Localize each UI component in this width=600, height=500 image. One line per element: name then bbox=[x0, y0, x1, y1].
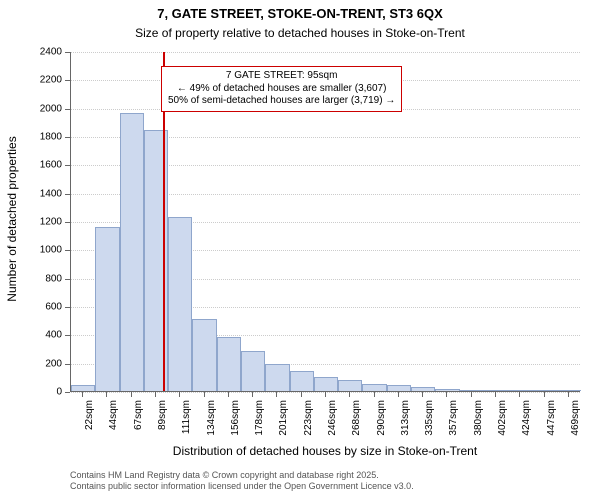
gridline bbox=[71, 52, 580, 53]
annotation-line1: 7 GATE STREET: 95sqm bbox=[168, 70, 395, 83]
y-tick-label: 800 bbox=[0, 273, 62, 284]
histogram-bar bbox=[290, 371, 314, 391]
footer-line2: Contains public sector information licen… bbox=[70, 481, 414, 492]
y-tick-label: 600 bbox=[0, 302, 62, 313]
plot-area: 7 GATE STREET: 95sqm ← 49% of detached h… bbox=[70, 52, 580, 392]
histogram-bar bbox=[314, 377, 338, 391]
histogram-bar bbox=[411, 387, 435, 391]
histogram-bar bbox=[217, 337, 241, 391]
x-tick-label: 469sqm bbox=[570, 400, 581, 450]
x-tick-label: 67sqm bbox=[133, 400, 144, 450]
x-tick-label: 402sqm bbox=[497, 400, 508, 450]
histogram-bar bbox=[362, 384, 386, 391]
y-tick-label: 2200 bbox=[0, 75, 62, 86]
annotation-line3: 50% of semi-detached houses are larger (… bbox=[168, 95, 395, 108]
histogram-bar bbox=[387, 385, 411, 391]
histogram-bar bbox=[192, 319, 216, 391]
x-tick-label: 313sqm bbox=[400, 400, 411, 450]
histogram-bar bbox=[168, 217, 192, 391]
histogram-bar bbox=[241, 351, 265, 391]
x-tick-label: 424sqm bbox=[521, 400, 532, 450]
annotation-line2: ← 49% of detached houses are smaller (3,… bbox=[168, 83, 395, 96]
y-tick-label: 2400 bbox=[0, 47, 62, 58]
x-tick-label: 380sqm bbox=[473, 400, 484, 450]
y-tick-label: 1800 bbox=[0, 132, 62, 143]
histogram-bar bbox=[532, 390, 556, 391]
chart-subtitle: Size of property relative to detached ho… bbox=[0, 26, 600, 40]
histogram-bar bbox=[338, 380, 362, 391]
y-tick-label: 1000 bbox=[0, 245, 62, 256]
x-tick-label: 156sqm bbox=[230, 400, 241, 450]
x-tick-label: 335sqm bbox=[424, 400, 435, 450]
x-tick-label: 246sqm bbox=[327, 400, 338, 450]
y-tick-label: 200 bbox=[0, 358, 62, 369]
x-tick-label: 201sqm bbox=[278, 400, 289, 450]
x-tick-label: 111sqm bbox=[181, 400, 192, 450]
property-size-histogram: 7, GATE STREET, STOKE-ON-TRENT, ST3 6QX … bbox=[0, 0, 600, 500]
y-tick-label: 0 bbox=[0, 387, 62, 398]
histogram-bar bbox=[484, 390, 508, 391]
y-tick-label: 1600 bbox=[0, 160, 62, 171]
x-tick-label: 223sqm bbox=[303, 400, 314, 450]
histogram-bar bbox=[265, 364, 289, 391]
annotation-box: 7 GATE STREET: 95sqm ← 49% of detached h… bbox=[161, 66, 402, 112]
x-tick-label: 22sqm bbox=[84, 400, 95, 450]
histogram-bar bbox=[460, 390, 484, 391]
x-tick-label: 268sqm bbox=[351, 400, 362, 450]
histogram-bar bbox=[557, 390, 581, 391]
chart-title: 7, GATE STREET, STOKE-ON-TRENT, ST3 6QX bbox=[0, 6, 600, 21]
y-tick-label: 2000 bbox=[0, 103, 62, 114]
histogram-bar bbox=[71, 385, 95, 391]
histogram-bar bbox=[508, 390, 532, 391]
x-tick-label: 357sqm bbox=[448, 400, 459, 450]
x-tick-label: 178sqm bbox=[254, 400, 265, 450]
x-tick-label: 290sqm bbox=[376, 400, 387, 450]
y-tick-label: 1200 bbox=[0, 217, 62, 228]
histogram-bar bbox=[95, 227, 119, 391]
footer-line1: Contains HM Land Registry data © Crown c… bbox=[70, 470, 414, 481]
y-tick-label: 400 bbox=[0, 330, 62, 341]
histogram-bar bbox=[435, 389, 459, 391]
histogram-bar bbox=[120, 113, 144, 391]
x-tick-label: 89sqm bbox=[157, 400, 168, 450]
x-tick-label: 134sqm bbox=[206, 400, 217, 450]
attribution-footer: Contains HM Land Registry data © Crown c… bbox=[70, 470, 414, 493]
x-tick-label: 447sqm bbox=[546, 400, 557, 450]
x-tick-label: 44sqm bbox=[108, 400, 119, 450]
y-tick-label: 1400 bbox=[0, 188, 62, 199]
